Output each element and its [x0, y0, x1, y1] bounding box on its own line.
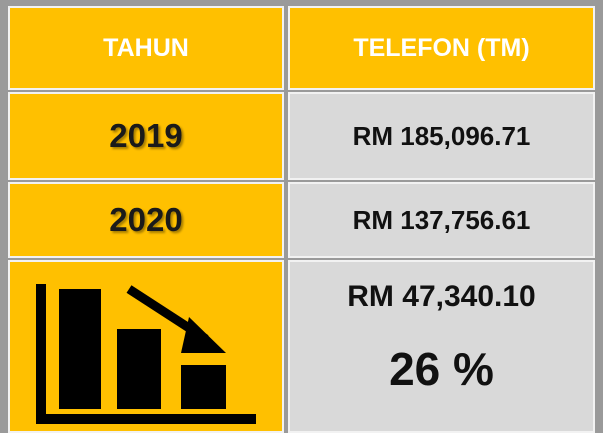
icon-arrowhead [181, 316, 226, 353]
icon-bar [59, 288, 101, 409]
summary-cell: RM 47,340.10 26 % [288, 260, 595, 433]
icon-bar [117, 328, 161, 409]
amount-cell: RM 185,096.71 [288, 92, 595, 180]
header-cell: TAHUN [8, 6, 284, 90]
difference: RM 47,340.10 [347, 280, 536, 313]
decline-icon [36, 283, 256, 424]
year-cell: 2019 [8, 92, 284, 180]
year-cell: 2020 [8, 182, 284, 258]
amount-cell: RM 137,756.61 [288, 182, 595, 258]
header-cell: TELEFON (TM) [288, 6, 595, 90]
percent: 26 % [389, 343, 494, 395]
icon-axis [36, 283, 256, 424]
icon-cell [8, 260, 284, 433]
icon-bar [181, 364, 226, 409]
